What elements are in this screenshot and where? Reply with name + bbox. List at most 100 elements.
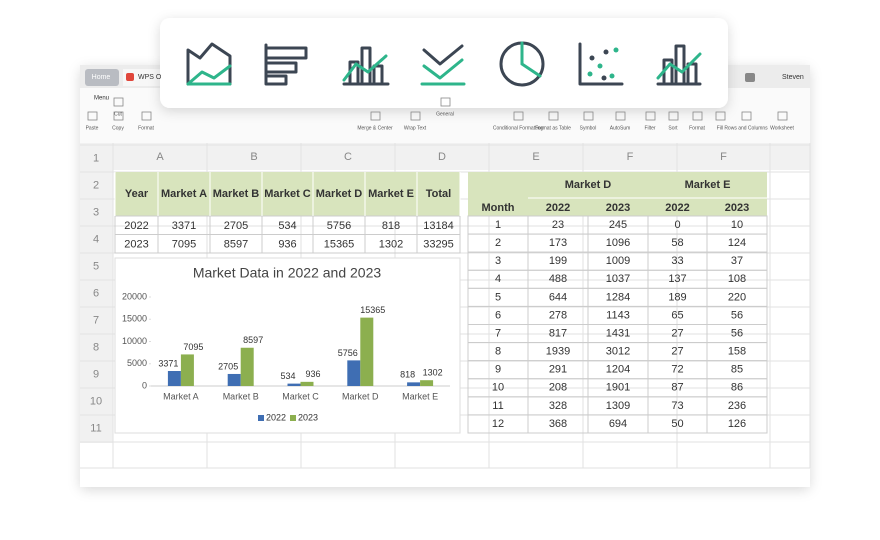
bar [180, 354, 194, 386]
user-icon [745, 73, 755, 82]
table-header-cell: Market C [264, 188, 311, 200]
table-cell-text: 1901 [606, 382, 630, 394]
toolbar-icon [141, 111, 152, 121]
legend-label: 2023 [298, 412, 318, 422]
table-cell-text: 3371 [172, 220, 196, 232]
y-tick-label: 10000 [122, 336, 147, 346]
doc-tab[interactable] [123, 69, 163, 86]
table-header-cell: Year [125, 188, 149, 200]
toolbar-label: Cut [114, 111, 122, 117]
table-cell-text: 1939 [546, 346, 570, 358]
combo-chart-icon[interactable] [656, 44, 702, 86]
value-label: 1302 [423, 368, 443, 378]
bar [227, 373, 241, 386]
table-cell-text: 33295 [423, 238, 454, 250]
table-cell-text: 87 [671, 382, 683, 394]
toolbar-icon [741, 111, 752, 121]
home-tab-label[interactable]: Home [92, 74, 111, 81]
toolbar-label: Conditional Formatting [493, 125, 544, 131]
toolbar-label: Format [138, 125, 154, 131]
table-cell-text: 173 [549, 237, 567, 249]
chart-box[interactable] [114, 257, 461, 434]
column-header: F [627, 151, 634, 163]
table-cell-text: 2705 [224, 220, 248, 232]
toolbar-icon [715, 111, 726, 121]
table-header-cell: 2023 [606, 202, 630, 214]
table-cell-text: 2 [495, 237, 501, 249]
toolbar-label: Format [689, 125, 705, 131]
table-cell-text: 108 [728, 273, 746, 285]
chart-title: Market Data in 2022 and 2023 [193, 265, 382, 281]
row-number: 2 [93, 179, 99, 191]
scatter-chart-icon[interactable] [578, 42, 624, 86]
table-cell-text: 817 [549, 327, 567, 339]
row-number: 9 [93, 368, 99, 380]
column-header-bar [80, 143, 810, 170]
table-cell-text: 1302 [379, 238, 403, 250]
row-number: 3 [93, 206, 99, 218]
table-cell-text: 236 [728, 400, 746, 412]
legend-label: 2022 [266, 412, 286, 422]
user-name: Steven [782, 74, 804, 81]
table-cell-text: 37 [731, 255, 743, 267]
bar [240, 347, 254, 386]
legend-swatch [258, 415, 264, 421]
table-cell-text: 818 [382, 220, 400, 232]
toolbar-icon [692, 111, 703, 121]
toolbar-icon [113, 97, 124, 107]
table-cell-text: 9 [495, 364, 501, 376]
bar [287, 383, 301, 386]
x-tick-label: Market D [342, 391, 379, 401]
row-number: 7 [93, 314, 99, 326]
value-label: 936 [305, 369, 320, 379]
table-cell-text: 3 [495, 255, 501, 267]
table-cell-text: 1096 [606, 237, 630, 249]
x-tick-label: Market A [163, 391, 199, 401]
table-cell-text: 208 [549, 382, 567, 394]
toolbar-icon [615, 111, 626, 121]
table-cell-text: 644 [549, 291, 567, 303]
toolbar-icon [583, 111, 594, 121]
table-cell-text: 3012 [606, 346, 630, 358]
toolbar-label: Fill [717, 125, 723, 131]
toolbar-icon [645, 111, 656, 121]
toolbar-label: Wrap Text [404, 125, 427, 131]
table-cell-text: 199 [549, 255, 567, 267]
x-tick-label: Market E [402, 391, 438, 401]
table-cell-text: 50 [671, 418, 683, 430]
value-label: 5756 [338, 348, 358, 358]
table-cell-text: 137 [668, 273, 686, 285]
doc-tab-label[interactable]: WPS O [138, 74, 162, 81]
toolbar-icon [113, 111, 124, 121]
pie-chart-icon[interactable] [499, 41, 545, 87]
y-tick-label: 15000 [122, 314, 147, 324]
bar-chart-icon[interactable] [264, 43, 308, 86]
table-cell-text: 56 [731, 327, 743, 339]
table-cell-text: 328 [549, 400, 567, 412]
toolbar-label: Paste [86, 125, 99, 131]
home-tab[interactable] [85, 69, 119, 86]
table-cell-text: 278 [549, 309, 567, 321]
toolbar-label: Sort [668, 125, 678, 131]
table-header-cell: Total [426, 188, 451, 200]
table-cell-text: 8597 [224, 238, 248, 250]
x-tick-label: Market C [282, 391, 319, 401]
table-cell [706, 414, 768, 434]
value-label: 8597 [243, 335, 263, 345]
toolbar-icon [87, 111, 98, 121]
table-cell-text: 0 [674, 219, 680, 231]
value-label: 15365 [360, 305, 385, 315]
line-chart-icon[interactable] [420, 44, 466, 86]
table-cell-text: 1143 [606, 309, 630, 321]
area-chart-icon[interactable] [186, 42, 232, 86]
toolbar-label: Symbol [580, 125, 597, 131]
column-header: B [250, 151, 257, 163]
table-cell-text: 158 [728, 346, 746, 358]
table-header-cell: Market E [368, 188, 414, 200]
column-chart-icon[interactable] [342, 46, 390, 86]
table-cell-text: 27 [671, 346, 683, 358]
table-cell-text: 220 [728, 291, 746, 303]
table-cell-text: 1009 [606, 255, 630, 267]
menu-button[interactable]: Menu [94, 96, 109, 102]
